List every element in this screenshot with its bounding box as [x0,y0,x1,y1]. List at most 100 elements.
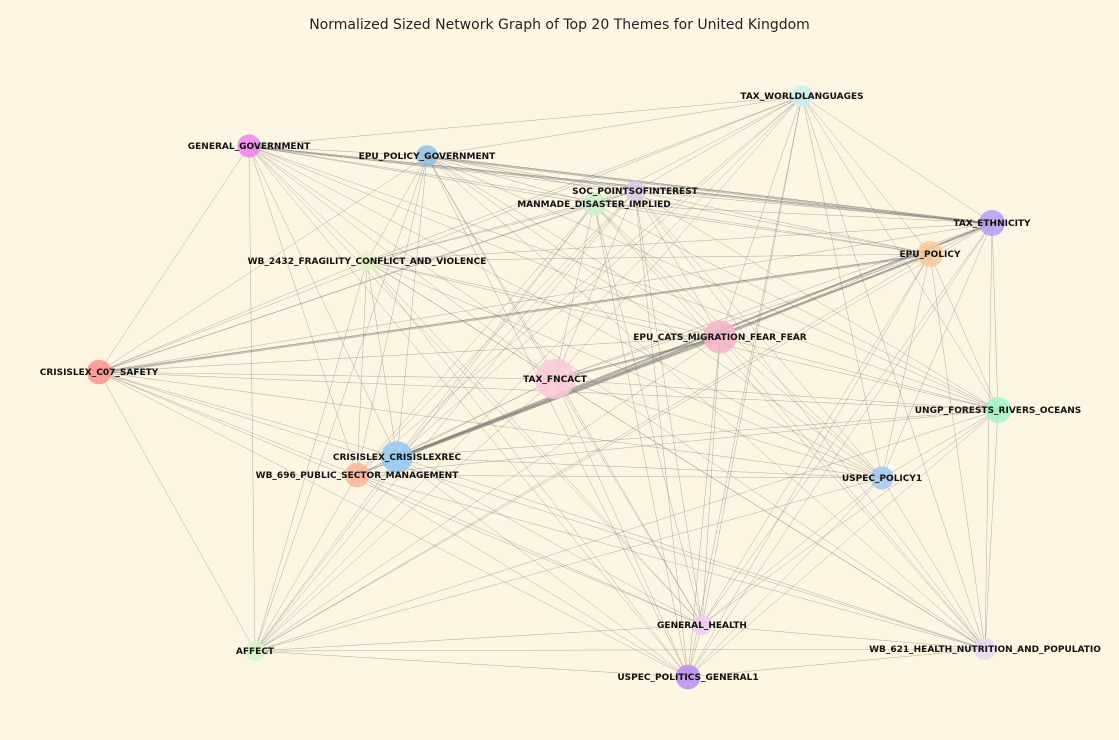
graph-edge [396,95,803,458]
graph-edge [254,477,883,652]
graph-edge [356,155,428,476]
graph-edge [554,203,595,380]
graph-edge [98,371,256,652]
graph-edge [248,145,689,678]
graph-node [381,441,413,473]
graph-edge [719,95,803,338]
graph-edge [98,260,368,373]
node-label: WB_696_PUBLIC_SECTOR_MANAGEMENT [256,471,460,481]
graph-edge [719,336,986,650]
graph-edge [554,338,721,381]
graph-edge [254,336,721,652]
graph-edge [98,336,721,373]
graph-edge [554,378,703,626]
node-label: MANMADE_DISASTER_IMPLIED [517,200,671,210]
graph-edge [254,409,999,652]
node-label: GENERAL_HEALTH [657,621,747,631]
graph-edge [687,222,993,678]
graph-edge [426,155,689,678]
graph-edge [701,336,721,626]
graph-edge [396,203,595,458]
nodes-layer [86,85,1011,690]
graph-edge [426,155,993,224]
chart-title: Normalized Sized Network Graph of Top 20… [309,17,810,33]
graph-edge [254,260,368,652]
graph-edge [366,260,689,678]
graph-edge [254,222,993,652]
labels-layer: TAX_WORLDLANGUAGES GENERAL_GOVERNMENT EPU_… [40,92,1102,683]
graph-node [582,192,606,216]
node-label: SOC_POINTSOFINTEREST [572,187,699,197]
node-label: UNGP_FORESTS_RIVERS_OCEANS [915,406,1082,416]
graph-node [86,359,112,385]
graph-node [979,210,1005,236]
graph-edge [634,95,803,192]
graph-edge [801,95,986,650]
graph-edge [801,95,883,479]
graph-edge [701,95,803,626]
graph-edge [248,147,993,225]
graph-edge [929,253,999,411]
graph-edge [366,260,883,479]
graph-edge [254,456,398,652]
graph-edge [396,456,703,626]
graph-edge [248,145,595,205]
graph-edge [98,371,398,458]
graph-edge [366,203,595,262]
graph-node [675,664,701,690]
node-label: WB_2432_FRAGILITY_CONFLICT_AND_VIOLENCE [248,257,487,267]
graph-edge [356,474,883,479]
graph-edge [248,145,256,652]
graph-edge [356,474,986,650]
graph-edge [248,145,883,479]
graph-edge [98,254,931,374]
graph-edge [254,253,931,652]
graph-edge [248,95,803,147]
graph-edge [248,145,358,476]
node-label: USPEC_POLITICS_GENERAL1 [617,673,758,683]
graph-edge [801,95,931,255]
graph-edge [554,253,931,380]
graph-edge [254,155,428,652]
graph-edge [248,145,398,458]
graph-edge [634,190,986,650]
graph-edge [98,255,931,374]
node-label: GENERAL_GOVERNMENT [188,142,311,152]
graph-edge [396,223,993,459]
graph-edge [248,145,428,157]
graph-edge [593,203,993,224]
graph-edge [356,474,689,678]
graph-edge [356,95,803,476]
graph-edge [593,203,689,678]
graph-edge [593,203,721,338]
graph-edge [687,95,803,678]
graph-edge [881,253,931,479]
graph-node [791,85,813,107]
graph-node [356,250,378,272]
graph-node [691,614,713,636]
graph-edge [248,145,556,380]
graph-node [985,397,1011,423]
graph-edge [356,222,993,476]
graph-edge [396,456,883,479]
graph-edge [248,145,999,411]
graph-edge [98,95,803,373]
graph-edge [984,222,993,650]
graph-edge [98,253,931,373]
graph-edge [366,155,428,262]
graph-edge [98,371,986,650]
node-label: TAX_FNCACT [523,375,588,385]
graph-edge [396,155,428,458]
graph-edge [254,648,986,652]
graph-edge [98,155,428,373]
graph-edge [98,371,703,626]
node-label: TAX_WORLDLANGUAGES [740,92,863,102]
graph-edge [634,190,931,255]
graph-edge [701,624,986,650]
graph-edge [554,190,636,380]
graph-edge [366,260,398,458]
graph-edge [248,145,721,338]
graph-edge [719,336,883,479]
graph-edge [554,378,986,650]
